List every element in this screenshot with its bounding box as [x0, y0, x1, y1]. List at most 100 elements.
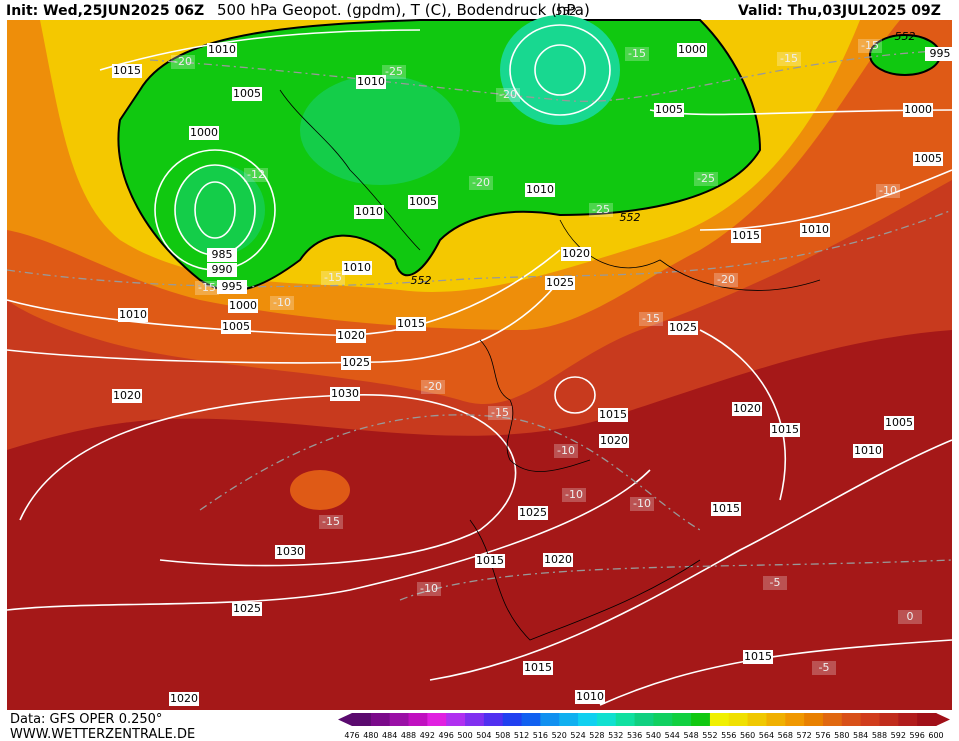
pressure-label: 1015 — [113, 64, 141, 77]
temperature-label-box — [195, 281, 219, 295]
scale-swatch — [879, 713, 899, 726]
pressure-label-box — [232, 602, 262, 616]
scale-label: 584 — [853, 731, 868, 740]
pressure-label: 1020 — [170, 692, 198, 705]
pressure-label: 1005 — [409, 195, 437, 208]
scale-swatch — [578, 713, 598, 726]
scale-swatch — [427, 713, 447, 726]
map-title: 500 hPa Geopot. (gpdm), T (C), Bodendruc… — [217, 1, 590, 19]
scale-swatch — [691, 713, 711, 726]
pressure-label-box — [207, 263, 237, 277]
temperature-label-box — [876, 184, 900, 198]
scale-swatch — [370, 713, 391, 726]
scale-swatch — [352, 713, 372, 726]
scale-label: 544 — [665, 731, 680, 740]
scale-swatch — [521, 713, 541, 726]
temperature-label-box — [639, 312, 663, 326]
scale-label: 540 — [646, 731, 661, 740]
pressure-label: 1030 — [331, 387, 359, 400]
temperature-label: -5 — [819, 661, 830, 674]
pressure-label-box — [408, 195, 438, 209]
pressure-label: 1025 — [546, 276, 574, 289]
pressure-label-box — [475, 554, 505, 568]
scale-swatch — [728, 713, 749, 726]
pressure-label: 1020 — [600, 434, 628, 447]
field-band — [290, 470, 350, 510]
pressure-label-box — [800, 223, 830, 237]
scale-swatch — [653, 713, 673, 726]
scale-label: 572 — [796, 731, 811, 740]
temperature-label: -15 — [780, 52, 798, 65]
temperature-label-box — [319, 515, 343, 529]
pressure-label-box — [599, 434, 629, 448]
temperature-label: -10 — [420, 582, 438, 595]
temperature-label-box — [898, 610, 922, 624]
temperature-label: -15 — [628, 47, 646, 60]
height-label: 552 — [895, 30, 916, 43]
pressure-label: 1020 — [544, 553, 572, 566]
scale-swatch — [785, 713, 805, 726]
pressure-label: 1020 — [733, 402, 761, 415]
pressure-label: 1020 — [113, 389, 141, 402]
scale-swatch — [615, 713, 636, 726]
scale-label: 520 — [552, 731, 567, 740]
pressure-label-box — [743, 650, 773, 664]
temperature-label: -10 — [273, 296, 291, 309]
pressure-label-box — [654, 103, 684, 117]
height-label: 552 — [411, 274, 432, 287]
scale-label: 480 — [363, 731, 378, 740]
valid-time: Valid: Thu,03JUL2025 09Z — [738, 3, 941, 19]
temperature-label-box — [469, 176, 493, 190]
pressure-label-box — [523, 661, 553, 675]
pressure-label-box — [169, 692, 199, 706]
pressure-label: 1025 — [233, 602, 261, 615]
scale-swatch — [709, 713, 730, 726]
pressure-label-box — [118, 308, 148, 322]
temperature-label: -15 — [642, 312, 660, 325]
scale-label: 576 — [815, 731, 830, 740]
temperature-label-box — [777, 52, 801, 66]
field-low-core — [500, 15, 620, 125]
pressure-label-box — [925, 47, 955, 61]
temperature-label: -25 — [697, 172, 715, 185]
pressure-label-box — [561, 247, 591, 261]
pressure-label-box — [711, 502, 741, 516]
temperature-label-box — [171, 55, 195, 69]
temperature-label-box — [714, 273, 738, 287]
pressure-label: 1020 — [562, 247, 590, 260]
scale-swatch — [747, 713, 767, 726]
scale-label: 508 — [495, 731, 510, 740]
temperature-label: -10 — [633, 497, 651, 510]
pressure-label-box — [853, 444, 883, 458]
pressure-label: 1010 — [355, 205, 383, 218]
scale-swatch — [483, 713, 504, 726]
pressure-label-box — [112, 64, 142, 78]
scale-swatch — [465, 713, 485, 726]
pressure-label: 1005 — [655, 103, 683, 116]
temperature-label-box — [625, 47, 649, 61]
temperature-label: -25 — [385, 65, 403, 78]
pressure-label-box — [668, 321, 698, 335]
pressure-label: 1005 — [233, 87, 261, 100]
temperature-label-box — [421, 380, 445, 394]
scale-swatch — [596, 713, 617, 726]
temperature-label: -20 — [424, 380, 442, 393]
temperature-label-box — [694, 172, 718, 186]
pressure-label: 1010 — [526, 183, 554, 196]
scale-swatch — [672, 713, 692, 726]
pressure-label-box — [396, 317, 426, 331]
pressure-label-box — [356, 75, 386, 89]
map-field — [7, 15, 952, 710]
pressure-label: 1005 — [914, 152, 942, 165]
temperature-label-box — [270, 296, 294, 310]
scale-label: 556 — [721, 731, 736, 740]
scale-swatch — [917, 713, 937, 726]
scale-swatch — [446, 713, 466, 726]
temperature-label: -15 — [324, 271, 342, 284]
pressure-label: 995 — [222, 280, 243, 293]
pressure-label: 1010 — [208, 43, 236, 56]
scale-label: 488 — [401, 731, 416, 740]
scale-swatch — [804, 713, 824, 726]
temperature-label-box — [496, 88, 520, 102]
scale-label: 496 — [439, 731, 454, 740]
